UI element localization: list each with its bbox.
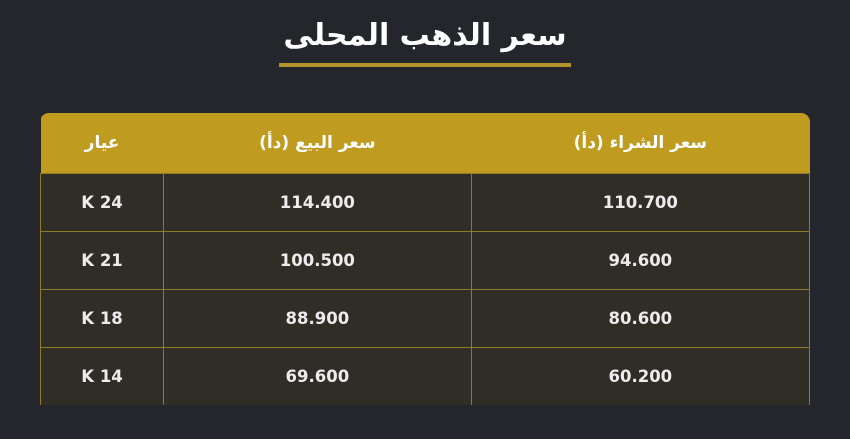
cell-karat: 24 K xyxy=(40,172,165,232)
cell-karat: 18 K xyxy=(40,288,165,348)
cell-sell-price: 88.900 xyxy=(163,288,472,348)
column-header-buy-price: سعر الشراء (دأ) xyxy=(471,113,810,173)
column-header-sell-price: سعر البيع (دأ) xyxy=(163,113,472,173)
cell-buy-price: 110.700 xyxy=(470,172,810,232)
cell-buy-price: 60.200 xyxy=(470,346,810,405)
table-row: 110.700 114.400 24 K xyxy=(40,172,810,232)
gold-price-table: سعر الشراء (دأ) سعر البيع (دأ) عيار 110.… xyxy=(40,113,810,405)
table-row: 80.600 88.900 18 K xyxy=(40,288,810,348)
cell-sell-price: 114.400 xyxy=(163,172,472,232)
page-title: سعر الذهب المحلى xyxy=(279,18,571,67)
column-header-karat: عيار xyxy=(40,113,164,173)
table-header-row: سعر الشراء (دأ) سعر البيع (دأ) عيار xyxy=(40,113,810,173)
table-row: 60.200 69.600 14 K xyxy=(40,346,810,405)
cell-buy-price: 80.600 xyxy=(470,288,810,348)
cell-karat: 14 K xyxy=(40,346,165,405)
cell-sell-price: 100.500 xyxy=(163,230,472,290)
gold-price-table-container: سعر الشراء (دأ) سعر البيع (دأ) عيار 110.… xyxy=(40,113,810,405)
title-container: سعر الذهب المحلى xyxy=(0,18,850,67)
cell-karat: 21 K xyxy=(40,230,165,290)
cell-buy-price: 94.600 xyxy=(470,230,810,290)
table-row: 94.600 100.500 21 K xyxy=(40,230,810,290)
cell-sell-price: 69.600 xyxy=(163,346,472,405)
